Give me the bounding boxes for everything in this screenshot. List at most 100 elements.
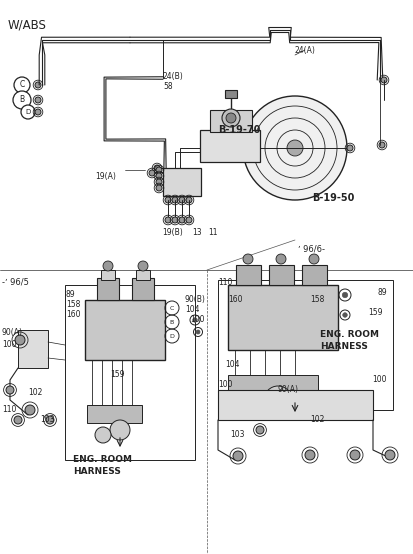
Circle shape [103, 261, 113, 271]
Circle shape [308, 254, 318, 264]
Text: 90(A): 90(A) [277, 385, 298, 394]
Text: 160: 160 [228, 295, 242, 304]
Bar [132, 278, 154, 300]
Circle shape [165, 197, 171, 203]
Text: D: D [25, 109, 31, 115]
Bar [85, 300, 165, 360]
Text: 90(A): 90(A) [2, 328, 23, 337]
Bar [235, 265, 260, 285]
Text: HARNESS: HARNESS [319, 342, 367, 351]
Circle shape [178, 217, 185, 223]
Text: C: C [169, 305, 174, 310]
Circle shape [171, 217, 178, 223]
Bar [97, 278, 119, 300]
Circle shape [380, 77, 386, 83]
Bar [301, 265, 326, 285]
Text: ENG. ROOM: ENG. ROOM [73, 455, 132, 464]
Circle shape [342, 313, 347, 317]
Circle shape [46, 416, 54, 424]
Bar [228, 375, 317, 393]
Circle shape [185, 217, 192, 223]
Circle shape [225, 113, 235, 123]
Circle shape [14, 77, 30, 93]
Text: 100: 100 [371, 375, 386, 384]
Circle shape [178, 197, 185, 203]
Text: B: B [19, 95, 24, 105]
Circle shape [286, 140, 302, 156]
Text: B-19-70: B-19-70 [218, 125, 260, 135]
Circle shape [110, 420, 130, 440]
Bar [224, 90, 236, 98]
Text: D: D [169, 334, 174, 338]
Circle shape [149, 170, 154, 176]
Text: HARNESS: HARNESS [73, 467, 121, 476]
Circle shape [95, 427, 111, 443]
Text: 89: 89 [377, 288, 387, 297]
Circle shape [255, 426, 263, 434]
Circle shape [165, 217, 171, 223]
Circle shape [192, 318, 197, 322]
Circle shape [242, 254, 252, 264]
Text: 103: 103 [40, 415, 55, 424]
Circle shape [25, 405, 35, 415]
Circle shape [13, 91, 31, 109]
Circle shape [35, 97, 41, 103]
Circle shape [156, 185, 161, 191]
Text: 110: 110 [2, 405, 17, 414]
Text: 159: 159 [367, 308, 382, 317]
Bar [199, 130, 259, 162]
Circle shape [171, 197, 178, 203]
Circle shape [185, 197, 192, 203]
Text: -ʼ 96/5: -ʼ 96/5 [2, 278, 29, 287]
Bar [228, 285, 337, 350]
Text: B: B [169, 320, 174, 325]
Bar [218, 280, 392, 410]
Text: 89: 89 [66, 290, 76, 299]
Circle shape [35, 82, 41, 88]
Circle shape [342, 293, 347, 297]
Text: 100: 100 [190, 315, 204, 324]
Text: 104: 104 [224, 360, 239, 369]
Circle shape [384, 450, 394, 460]
Bar [163, 168, 201, 196]
Text: C: C [19, 80, 24, 90]
Text: 160: 160 [66, 310, 80, 319]
Bar [87, 405, 142, 423]
Text: 104: 104 [185, 305, 199, 314]
Text: 19(B): 19(B) [161, 228, 182, 237]
Circle shape [275, 254, 285, 264]
Text: 159: 159 [110, 370, 124, 379]
Bar [218, 390, 372, 420]
Circle shape [263, 386, 291, 414]
Circle shape [15, 335, 25, 345]
Text: 58: 58 [163, 82, 172, 91]
Text: 102: 102 [309, 415, 324, 424]
Circle shape [156, 179, 161, 185]
Bar [268, 265, 293, 285]
Circle shape [21, 105, 35, 119]
Text: ʼ 96/6-: ʼ 96/6- [297, 245, 324, 254]
Circle shape [6, 386, 14, 394]
Text: B-19-50: B-19-50 [311, 193, 354, 203]
Text: 13: 13 [192, 228, 201, 237]
Text: 24(B): 24(B) [163, 72, 183, 81]
Circle shape [35, 109, 41, 115]
Circle shape [242, 96, 346, 200]
Circle shape [304, 450, 314, 460]
Text: 24(A): 24(A) [294, 46, 315, 55]
Text: 11: 11 [207, 228, 217, 237]
Text: 100: 100 [2, 340, 17, 349]
Bar [136, 270, 150, 280]
Bar [101, 270, 115, 280]
Text: 19(A): 19(A) [95, 172, 116, 181]
Bar [18, 330, 48, 368]
Bar [65, 285, 195, 460]
Circle shape [195, 330, 199, 334]
Circle shape [154, 165, 159, 171]
Text: 90(B): 90(B) [185, 295, 205, 304]
Text: 110: 110 [218, 278, 232, 287]
Circle shape [233, 451, 242, 461]
Circle shape [221, 109, 240, 127]
Circle shape [156, 167, 161, 173]
Circle shape [14, 416, 22, 424]
